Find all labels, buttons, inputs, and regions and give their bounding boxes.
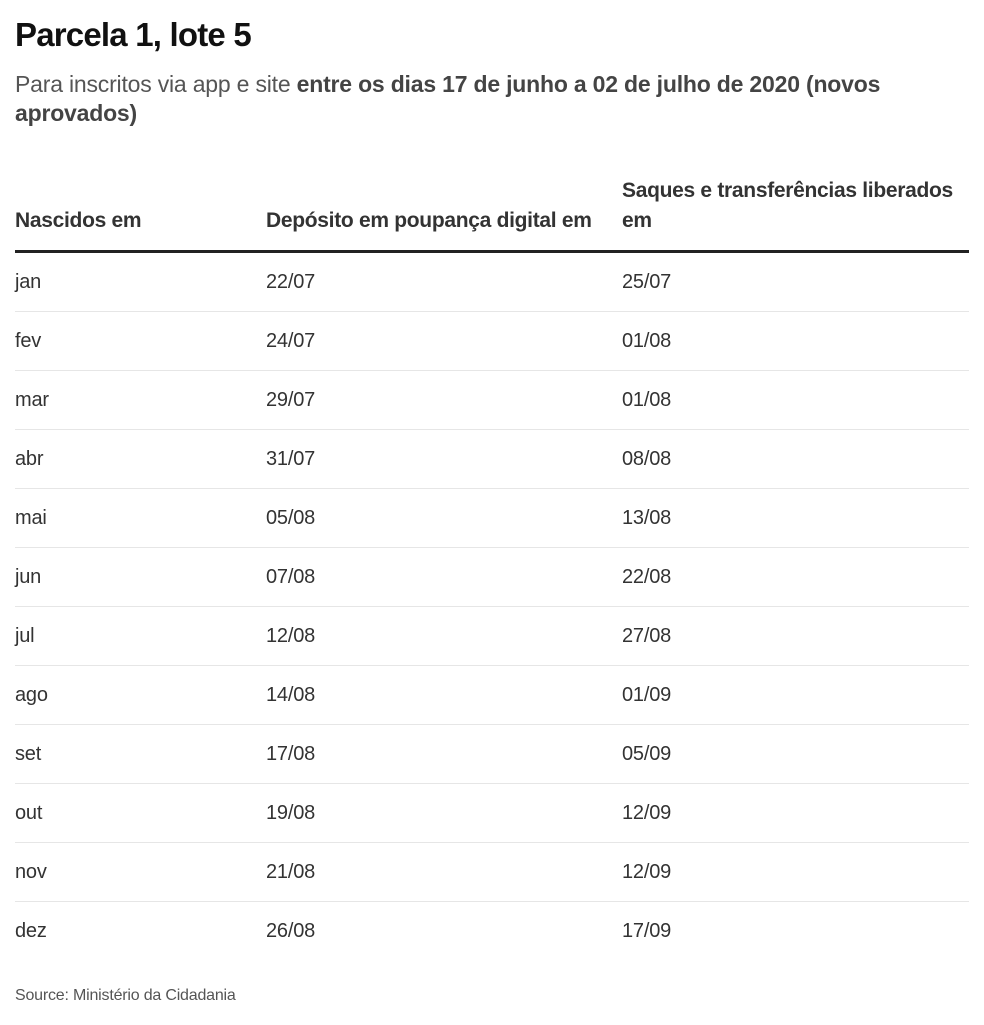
cell-month: nov (15, 860, 47, 883)
cell-withdrawal: 13/08 (622, 506, 672, 529)
cell-month: dez (15, 919, 47, 942)
subtitle-plain: Para inscritos via app e site (15, 71, 297, 97)
table-row: mar 29/07 01/08 (15, 371, 969, 430)
cell-deposit: 19/08 (266, 801, 316, 824)
cell-month: out (15, 801, 43, 824)
cell-withdrawal: 27/08 (622, 624, 672, 647)
source-note: Source: Ministério da Cidadania (15, 987, 236, 1004)
cell-deposit: 07/08 (266, 565, 316, 588)
table-body: jan 22/07 25/07 fev 24/07 01/08 mar 29/07 01/0… (15, 253, 969, 960)
column-header-withdrawal-date: Saques e transferências liberados em (622, 179, 953, 232)
cell-deposit: 29/07 (266, 388, 316, 411)
schedule-table: Nascidos em Depósito em poupança digital… (15, 170, 969, 960)
cell-month: mar (15, 388, 49, 411)
column-header-deposit-date: Depósito em poupança digital em (266, 209, 592, 232)
cell-deposit: 31/07 (266, 447, 316, 470)
cell-deposit: 17/08 (266, 742, 316, 765)
table-row: ago 14/08 01/09 (15, 666, 969, 725)
cell-withdrawal: 12/09 (622, 860, 672, 883)
cell-deposit: 24/07 (266, 329, 316, 352)
cell-withdrawal: 08/08 (622, 447, 672, 470)
table-row: fev 24/07 01/08 (15, 312, 969, 371)
table-row: set 17/08 05/09 (15, 725, 969, 784)
cell-deposit: 26/08 (266, 919, 316, 942)
cell-month: fev (15, 329, 42, 352)
cell-withdrawal: 25/07 (622, 270, 672, 293)
table-header: Nascidos em Depósito em poupança digital… (15, 170, 969, 253)
table-row: jan 22/07 25/07 (15, 253, 969, 312)
cell-deposit: 22/07 (266, 270, 316, 293)
cell-month: jul (15, 624, 35, 647)
cell-withdrawal: 01/09 (622, 683, 672, 706)
table-row: mai 05/08 13/08 (15, 489, 969, 548)
cell-month: abr (15, 447, 44, 470)
cell-deposit: 14/08 (266, 683, 316, 706)
table-row: nov 21/08 12/09 (15, 843, 969, 902)
table-row: dez 26/08 17/09 (15, 902, 969, 960)
cell-withdrawal: 05/09 (622, 742, 672, 765)
cell-month: jun (15, 565, 42, 588)
cell-withdrawal: 12/09 (622, 801, 672, 824)
table-row: abr 31/07 08/08 (15, 430, 969, 489)
cell-withdrawal: 17/09 (622, 919, 672, 942)
cell-month: ago (15, 683, 48, 706)
table-row: jul 12/08 27/08 (15, 607, 969, 666)
cell-withdrawal: 22/08 (622, 565, 672, 588)
table-row: out 19/08 12/09 (15, 784, 969, 843)
cell-deposit: 21/08 (266, 860, 316, 883)
chart-subtitle: Para inscritos via app e site entre os d… (15, 70, 955, 128)
table-row: jun 07/08 22/08 (15, 548, 969, 607)
cell-deposit: 05/08 (266, 506, 316, 529)
subtitle-bold: entre os dias 17 de junho a 02 de julho … (15, 71, 881, 126)
column-header-birth-month: Nascidos em (15, 209, 142, 232)
cell-month: jan (15, 270, 42, 293)
cell-withdrawal: 01/08 (622, 388, 672, 411)
cell-month: mai (15, 506, 47, 529)
cell-deposit: 12/08 (266, 624, 316, 647)
cell-withdrawal: 01/08 (622, 329, 672, 352)
chart-title: Parcela 1, lote 5 (15, 16, 252, 53)
cell-month: set (15, 742, 42, 765)
